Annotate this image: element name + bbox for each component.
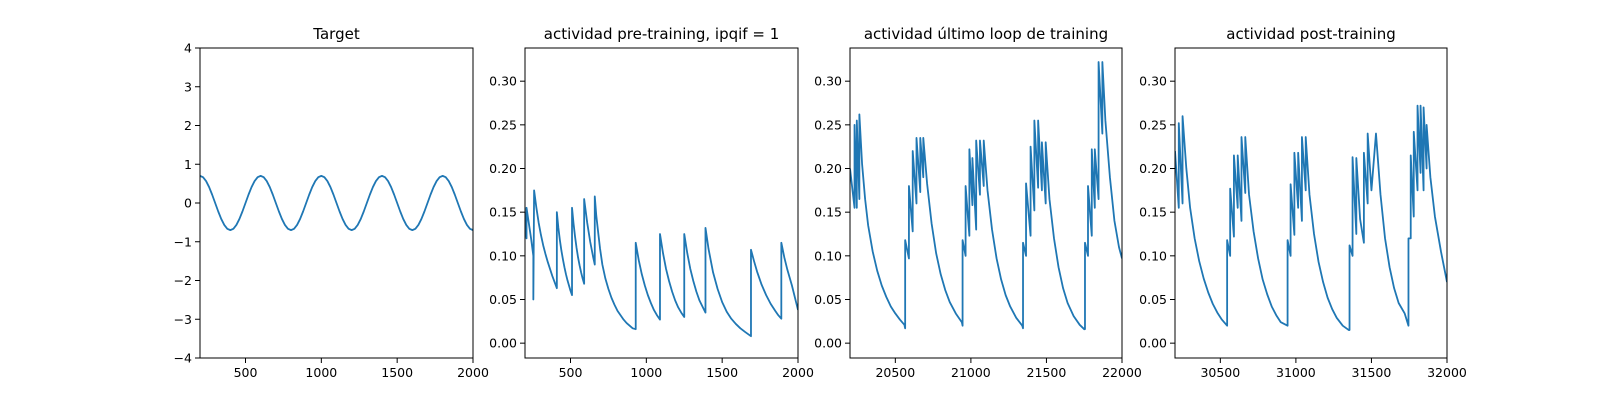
y-tick-label: −1: [174, 234, 192, 249]
x-tick-label: 1000: [305, 365, 337, 380]
y-tick-label: 0.05: [489, 292, 517, 307]
y-tick-label: 3: [184, 79, 192, 94]
subplot-3: 20500 21000 21500 22000 0.00 0.05 0.10 0.15 0.20…: [814, 25, 1142, 380]
y-tick-label: 0.00: [1139, 336, 1167, 351]
x-tick-label: 2000: [457, 365, 489, 380]
x-tick-label: 500: [234, 365, 258, 380]
x-tick-label: 30500: [1200, 365, 1240, 380]
y-tick-label: 0.15: [1139, 205, 1167, 220]
series-line: [1175, 104, 1447, 331]
y-tick-label: 0.30: [1139, 74, 1167, 89]
series-line: [525, 189, 798, 338]
y-tick-label: 0.05: [814, 292, 842, 307]
subplot-1: 500 1000 1500 2000 −4 −3 −2 −1 0 1 2 3 4 Target: [174, 25, 489, 380]
y-tick-label: 0.05: [1139, 292, 1167, 307]
y-tick-label: 0.20: [1139, 161, 1167, 176]
y-tick-label: 2: [184, 118, 192, 133]
y-tick-label: −2: [174, 273, 192, 288]
x-tick-label: 20500: [875, 365, 915, 380]
x-tick-label: 1000: [630, 365, 662, 380]
x-tick-label: 1500: [706, 365, 738, 380]
axes-frame: [1174, 47, 1448, 359]
subplot-4: 30500 31000 31500 32000 0.00 0.05 0.10 0.15 0.20…: [1139, 25, 1467, 380]
y-tick-label: 0.30: [489, 74, 517, 89]
subplot-title: actividad post-training: [1226, 25, 1395, 43]
subplot-title: actividad pre-training, ipqif = 1: [544, 25, 780, 43]
x-tick-label: 32000: [1427, 365, 1467, 380]
x-tick-label: 22000: [1102, 365, 1142, 380]
axes-frame: [524, 47, 799, 359]
x-tick-label: 21000: [951, 365, 991, 380]
y-tick-label: 0.25: [814, 117, 842, 132]
y-tick-label: 0.15: [814, 205, 842, 220]
y-tick-label: 0: [184, 196, 192, 211]
x-tick-label: 31000: [1276, 365, 1316, 380]
y-tick-label: 0.25: [1139, 117, 1167, 132]
y-tick-label: 0.15: [489, 205, 517, 220]
y-tick-label: 0.10: [814, 248, 842, 263]
y-tick-label: 0.30: [814, 74, 842, 89]
y-tick-label: 4: [184, 41, 192, 56]
y-tick-label: 0.20: [489, 161, 517, 176]
series-line: [200, 174, 473, 232]
y-tick-label: −3: [174, 312, 192, 327]
y-tick-label: 0.10: [1139, 248, 1167, 263]
series-line: [850, 61, 1122, 331]
y-tick-label: −4: [174, 351, 192, 366]
x-tick-label: 21500: [1027, 365, 1067, 380]
subplot-title: actividad último loop de training: [864, 25, 1108, 43]
subplot-2: 500 1000 1500 2000 0.00 0.05 0.10 0.15 0.20 0.25 0…: [489, 25, 814, 380]
y-tick-label: 0.10: [489, 248, 517, 263]
y-tick-label: 0.25: [489, 117, 517, 132]
y-tick-label: 0.00: [814, 336, 842, 351]
y-tick-label: 0.20: [814, 161, 842, 176]
x-tick-label: 500: [559, 365, 583, 380]
x-tick-label: 1500: [381, 365, 413, 380]
axes-frame: [849, 47, 1123, 359]
y-tick-label: 1: [184, 157, 192, 172]
x-tick-label: 31500: [1352, 365, 1392, 380]
y-tick-label: 0.00: [489, 336, 517, 351]
x-tick-label: 2000: [782, 365, 814, 380]
subplot-title: Target: [312, 25, 360, 43]
